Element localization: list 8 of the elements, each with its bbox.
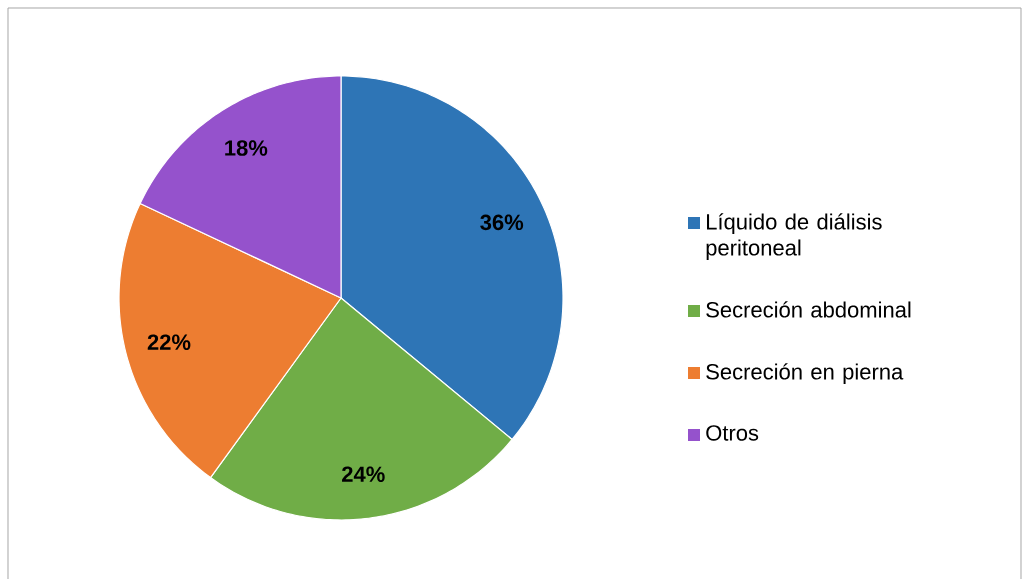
data-label: 36%	[480, 214, 524, 231]
legend-label: Secreción en pierna	[706, 363, 904, 384]
data-label: 18%	[225, 140, 268, 156]
data-label: 24%	[342, 466, 385, 482]
data-label: 22%	[147, 334, 191, 350]
legend-label: Líquido de diálisis peritoneal	[706, 213, 882, 260]
legend-label: Otros	[706, 425, 759, 441]
legend-label: Secreción abdominal	[706, 301, 911, 318]
